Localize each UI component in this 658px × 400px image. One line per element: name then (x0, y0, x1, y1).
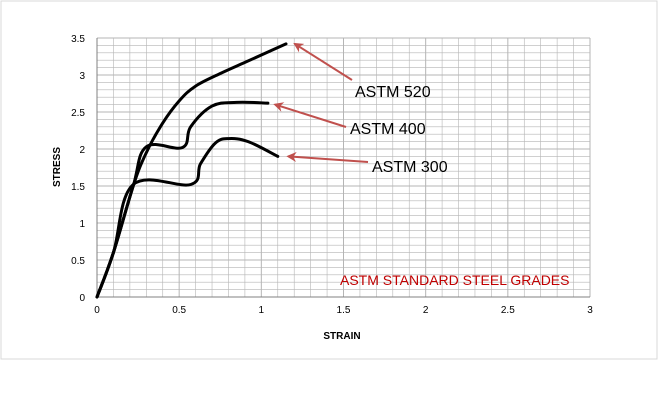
y-tick-label: 3 (79, 71, 85, 82)
y-axis-title: STRESS (52, 147, 63, 187)
axis-layer: 0 0.5 1 1.5 2 2.5 3 0 0.5 1 1.5 2 2.5 3 3.5 (71, 34, 593, 316)
callout-label: ASTM 300 (372, 159, 448, 176)
x-tick-label: 2.5 (501, 305, 515, 316)
chart-area-border (0, 0, 658, 360)
x-tick-label: 1.5 (337, 305, 351, 316)
y-tick-label: 1 (79, 219, 85, 230)
series-layer (95, 42, 288, 299)
chart-annotation-note: ASTM STANDARD STEEL GRADES (340, 272, 569, 288)
x-tick-label: 3 (587, 305, 593, 316)
x-tick-label: 0.5 (172, 305, 186, 316)
x-tick-label: 1 (259, 305, 265, 316)
x-axis-title: STRAIN (323, 331, 360, 342)
y-tick-label: 1.5 (71, 182, 85, 193)
callout-label: ASTM 400 (350, 121, 426, 138)
y-tick-label: 2.5 (71, 108, 85, 119)
callout-label: ASTM 520 (355, 84, 431, 101)
callout-arrow (273, 102, 347, 128)
y-tick-label: 3.5 (71, 34, 85, 45)
series-line-astm-400 (95, 100, 270, 299)
y-tick-label: 0.5 (71, 256, 85, 267)
x-tick-label: 0 (94, 305, 100, 316)
y-tick-label: 0 (79, 293, 85, 304)
series-line-astm-300 (95, 137, 280, 299)
callout-arrow (286, 151, 369, 163)
y-tick-label: 2 (79, 145, 85, 156)
annotation-layer: ASTM 520 ASTM 400 ASTM 300 (273, 42, 448, 176)
x-tick-label: 2 (423, 305, 429, 316)
callout-arrow (293, 42, 353, 81)
